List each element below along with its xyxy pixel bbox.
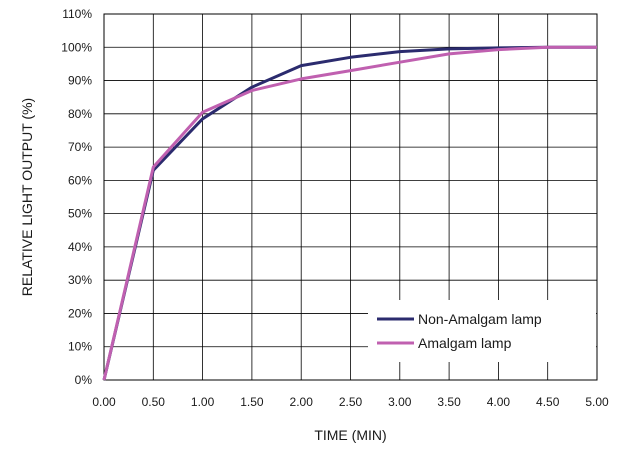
y-axis-tick-labels: 0% 10% 20% 30% 40% 50% 60% 70% 80% 90% 100% 110% (61, 7, 92, 387)
y-tick-label: 110% (62, 7, 92, 21)
y-tick-label: 80% (68, 107, 92, 121)
x-tick-label: 3.50 (437, 395, 461, 409)
x-tick-label: 2.00 (290, 395, 314, 409)
y-tick-label: 40% (68, 240, 92, 254)
y-tick-label: 60% (68, 173, 92, 187)
legend-label-amalgam: Amalgam lamp (418, 335, 512, 351)
x-axis-tick-labels: 0.00 0.50 1.00 1.50 2.00 2.50 3.00 3.50 4.00 4.50… (92, 395, 609, 409)
x-tick-label: 4.00 (487, 395, 511, 409)
y-axis-title: RELATIVE LIGHT OUTPUT (%) (19, 98, 35, 296)
x-tick-label: 3.00 (388, 395, 412, 409)
x-axis-title: TIME (MIN) (314, 427, 386, 443)
x-tick-label: 0.00 (92, 395, 116, 409)
series-line-amalgam (102, 45, 597, 381)
y-tick-label: 30% (68, 273, 92, 287)
legend: Non-Amalgam lamp Amalgam lamp (368, 300, 596, 362)
y-tick-label: 10% (68, 340, 92, 354)
y-tick-label: 100% (61, 40, 92, 54)
x-tick-label: 1.00 (191, 395, 215, 409)
y-tick-label: 20% (68, 306, 92, 320)
y-tick-label: 90% (68, 74, 92, 88)
series-lines (102, 45, 597, 381)
legend-label-non-amalgam: Non-Amalgam lamp (418, 311, 542, 327)
y-tick-label: 50% (68, 207, 92, 221)
y-tick-label: 70% (68, 140, 92, 154)
x-tick-label: 2.50 (339, 395, 363, 409)
x-tick-label: 1.50 (240, 395, 264, 409)
legend-box (368, 300, 596, 362)
x-tick-label: 0.50 (142, 395, 166, 409)
x-tick-label: 4.50 (536, 395, 560, 409)
plot-area-frame (103, 13, 598, 381)
y-tick-label: 0% (75, 373, 93, 387)
x-tick-label: 5.00 (585, 395, 609, 409)
